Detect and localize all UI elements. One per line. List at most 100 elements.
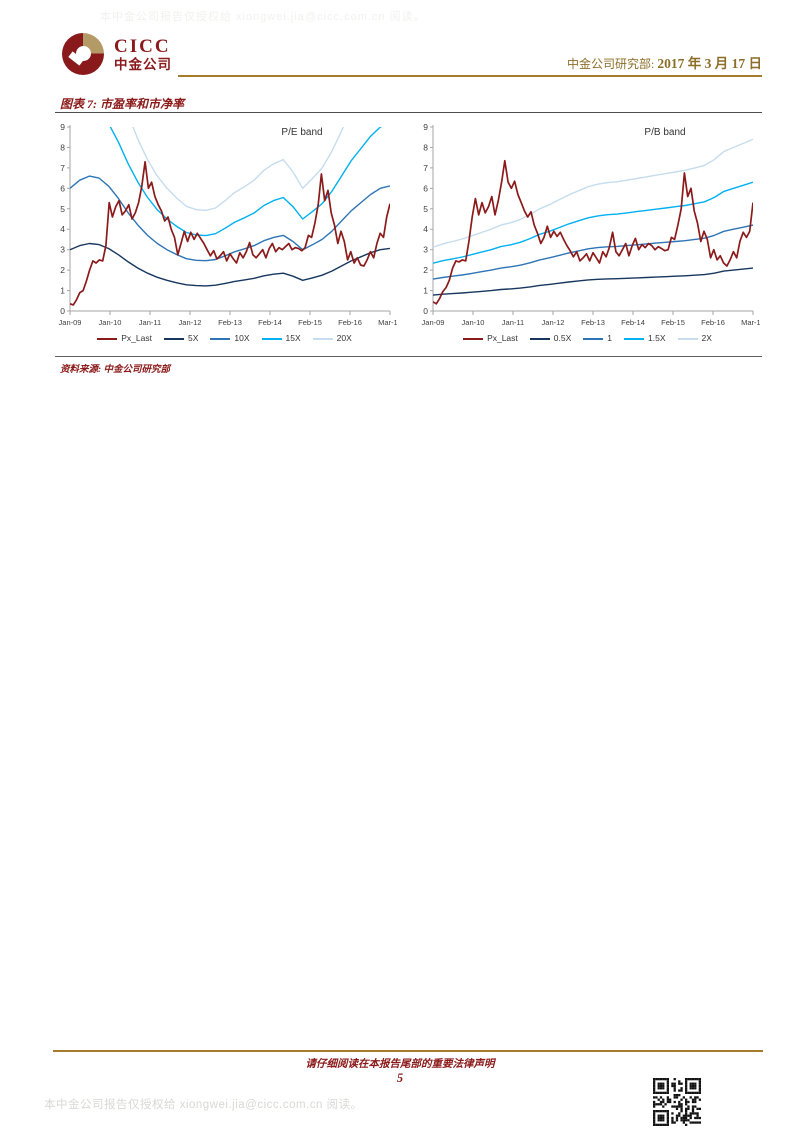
y-tick-label: 5 — [60, 204, 65, 214]
cicc-logo: CICC 中金公司 — [62, 33, 172, 75]
x-tick-label: Feb-16 — [338, 318, 362, 327]
y-tick-label: 0 — [423, 306, 428, 316]
y-tick-label: 3 — [423, 245, 428, 255]
series-1.5X — [433, 181, 753, 264]
legend-swatch — [261, 337, 282, 340]
axes — [432, 125, 753, 312]
y-tick-label: 5 — [423, 204, 428, 214]
watermark-bottom: 本中金公司报告仅授权给 xiongwei.jia@cicc.com.cn 阅读。 — [44, 1099, 363, 1111]
header-gold-rule — [178, 75, 762, 77]
figure-title: 图表 7: 市盈率和市净率 — [60, 97, 184, 111]
legend-label: 10X — [234, 333, 250, 343]
legend-swatch — [210, 337, 231, 340]
y-tick-label: 3 — [60, 245, 65, 255]
pb-band-chart: 0 1 2 3 4 5 6 7 8 9 Jan-09 Jan-10 Jan-11 Jan-12 Feb-13… — [415, 118, 760, 343]
y-tick-label: 9 — [423, 122, 428, 132]
x-tick-label: Jan-11 — [502, 318, 524, 327]
legend-item-15X: 15X — [261, 333, 301, 343]
x-tick-label: Feb-15 — [661, 318, 685, 327]
header-dept-date: 中金公司研究部: 2017 年 3 月 17 日 — [567, 52, 762, 72]
legend-item-2X: 2X — [677, 333, 712, 343]
legend-swatch — [624, 337, 645, 340]
footer-legal-notice: 请仔细阅读在本报告尾部的重要法律声明 — [305, 1059, 495, 1070]
series-15X — [70, 127, 383, 237]
y-tick-label: 4 — [423, 224, 428, 234]
series-Px_Last — [70, 160, 390, 306]
cicc-logo-icon — [62, 33, 104, 75]
legend-item-Px_Last: Px_Last — [463, 333, 518, 343]
y-tick-label: 4 — [60, 224, 65, 234]
figure-title-rule — [55, 112, 762, 113]
pe-band-chart: 0 1 2 3 4 5 6 7 8 9 Jan-09 Jan-10 Jan-11 Jan-12 Feb-13… — [52, 118, 397, 343]
x-tick-label: Jan-11 — [139, 318, 161, 327]
legend-swatch — [583, 337, 604, 340]
y-tick-label: 8 — [423, 142, 428, 152]
y-tick-label: 2 — [60, 265, 65, 275]
series-0.5X — [433, 267, 753, 296]
logo-cicc-text: CICC — [114, 35, 171, 57]
x-tick-label: Jan-10 — [99, 318, 122, 327]
legend-label: 2X — [701, 333, 712, 343]
legend-swatch — [463, 337, 484, 340]
source-text: 资料来源: 中金公司研究部 — [60, 365, 171, 375]
pb-band-legend: Px_Last 0.5X 1 1.5X 2X — [415, 333, 760, 343]
y-tick-label: 6 — [60, 183, 65, 193]
x-tick-label: Jan-10 — [462, 318, 485, 327]
y-tick-label: 2 — [423, 265, 428, 275]
legend-label: 1 — [607, 333, 613, 343]
x-tick-label: Feb-15 — [298, 318, 322, 327]
x-tick-label: Feb-16 — [701, 318, 725, 327]
legend-swatch — [677, 337, 698, 340]
x-tick-label: Mar-17 — [741, 318, 760, 327]
y-tick-label: 7 — [423, 163, 428, 173]
legend-swatch — [312, 337, 333, 340]
series-Px_Last — [433, 159, 753, 305]
y-tick-label: 1 — [60, 286, 65, 296]
x-tick-label: Jan-09 — [422, 318, 445, 327]
charts-row: 0 1 2 3 4 5 6 7 8 9 Jan-09 Jan-10 Jan-11 Jan-12 Feb-13… — [52, 118, 762, 343]
pe-band-plot: 0 1 2 3 4 5 6 7 8 9 Jan-09 Jan-10 Jan-11 Jan-12 Feb-13… — [59, 122, 397, 327]
legend-label: 5X — [187, 333, 199, 343]
series-10X — [70, 175, 390, 262]
legend-label: 20X — [336, 333, 352, 343]
x-tick-label: Feb-14 — [258, 318, 282, 327]
legend-label: 1.5X — [648, 333, 666, 343]
page-number: 5 — [396, 1071, 404, 1085]
pe-band-legend: Px_Last 5X 10X 15X 20X — [52, 333, 397, 343]
legend-item-5X: 5X — [163, 333, 199, 343]
y-tick-label: 8 — [60, 142, 65, 152]
legend-item-1.5X: 1.5X — [624, 333, 666, 343]
legend-swatch — [529, 337, 550, 340]
legend-label: 15X — [285, 333, 301, 343]
research-dept-label: 中金公司研究部: — [567, 57, 655, 71]
y-tick-label: 0 — [60, 306, 65, 316]
legend-item-10X: 10X — [210, 333, 250, 343]
source-rule — [55, 356, 762, 357]
x-tick-label: Mar-17 — [378, 318, 397, 327]
logo-chinese-text: 中金公司 — [114, 56, 172, 72]
y-tick-label: 9 — [60, 122, 65, 132]
legend-swatch — [97, 337, 118, 340]
x-tick-label: Jan-12 — [542, 318, 565, 327]
y-tick-label: 7 — [60, 163, 65, 173]
x-tick-label: Jan-09 — [59, 318, 82, 327]
chart-title: P/B band — [644, 127, 685, 138]
x-tick-label: Feb-13 — [581, 318, 605, 327]
qr-code — [653, 1078, 701, 1126]
y-tick-label: 6 — [423, 183, 428, 193]
legend-label: 0.5X — [553, 333, 572, 343]
chart-title: P/E band — [281, 127, 322, 138]
x-tick-label: Feb-14 — [621, 318, 645, 327]
x-tick-label: Jan-12 — [179, 318, 202, 327]
legend-item-20X: 20X — [312, 333, 352, 343]
watermark-top: 本中金公司报告仅授权给 xiongwei.jia@cicc.com.cn 阅读。 — [100, 11, 426, 23]
x-tick-label: Feb-13 — [218, 318, 242, 327]
report-date: 2017 年 3 月 17 日 — [657, 56, 762, 71]
legend-item-0.5X: 0.5X — [529, 333, 572, 343]
legend-swatch — [163, 337, 184, 340]
series-2X — [433, 138, 753, 248]
pb-band-plot: 0 1 2 3 4 5 6 7 8 9 Jan-09 Jan-10 Jan-11 Jan-12 Feb-13… — [422, 122, 760, 327]
legend-item-Px_Last: Px_Last — [97, 333, 152, 343]
legend-item-1: 1 — [583, 333, 612, 343]
